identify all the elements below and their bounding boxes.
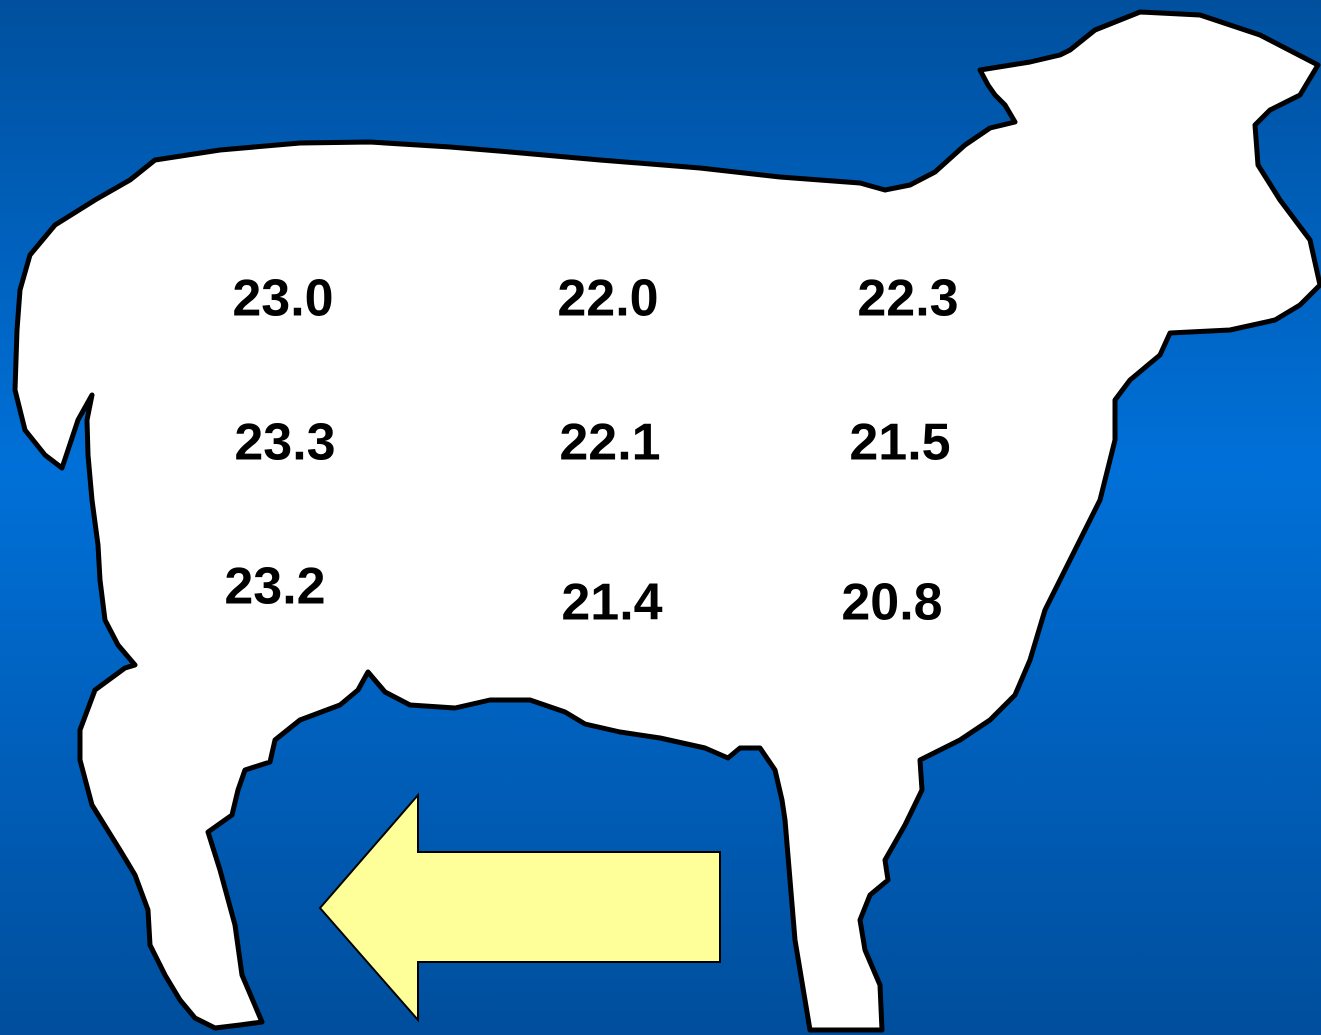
value-label: 23.0 [232, 270, 333, 328]
value-label: 21.5 [849, 414, 950, 472]
value-label: 23.2 [224, 558, 325, 616]
value-label: 20.8 [841, 574, 942, 632]
value-label: 22.1 [559, 414, 660, 472]
slide: 23.0 22.0 22.3 23.3 22.1 21.5 23.2 21.4 … [0, 0, 1321, 1035]
value-label: 22.3 [857, 270, 958, 328]
value-label: 22.0 [557, 270, 658, 328]
page: 23.0 22.0 22.3 23.3 22.1 21.5 23.2 21.4 … [0, 0, 1321, 1035]
value-label: 23.3 [234, 414, 335, 472]
value-label: 21.4 [561, 574, 662, 632]
